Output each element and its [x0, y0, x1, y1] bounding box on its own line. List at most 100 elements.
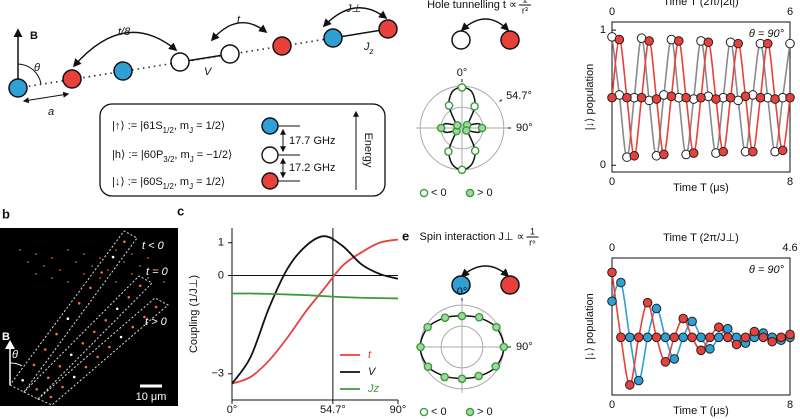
atom-spot: [147, 257, 149, 259]
y-axis-label: |↓⟩ population: [584, 64, 596, 130]
atom-spot: [111, 255, 115, 259]
atom: [378, 19, 398, 39]
y-axis-label: |↓⟩ population: [584, 293, 596, 359]
atom-spot: [127, 295, 131, 299]
energy-label: Energy: [362, 133, 374, 168]
data-point: [660, 332, 671, 343]
level-mid: , m: [174, 149, 189, 161]
data-point: [762, 38, 773, 49]
atom-spot: [100, 271, 104, 274]
flip-arrow: [322, 7, 388, 28]
data-point: [452, 120, 462, 130]
data-point: [436, 123, 446, 133]
atom-spot: [104, 318, 108, 322]
x2-axis-label: Time T (2π/|2t|): [663, 0, 738, 8]
atom: [62, 69, 82, 89]
atom-spot: [49, 395, 53, 399]
y-tick-label: 0: [218, 269, 224, 281]
angle-label: 90°: [516, 341, 533, 353]
data-point: [785, 38, 795, 49]
data-point: [660, 357, 671, 367]
data-point: [651, 332, 662, 343]
data-point: [616, 277, 626, 288]
data-point: [678, 332, 689, 343]
level-post: = −1/2⟩: [194, 149, 233, 161]
data-point: [625, 332, 635, 343]
atom: [323, 28, 343, 48]
atom-spot: [107, 269, 109, 271]
angle-label: 90°: [516, 122, 533, 134]
atom-spot: [119, 335, 123, 339]
icon-atom: [451, 30, 471, 50]
icon-atom: [500, 275, 520, 295]
atom-spot: [35, 273, 37, 275]
legend-marker: [419, 407, 429, 417]
exchange-arrow: [460, 265, 510, 278]
level-sub: J: [189, 126, 193, 135]
level-pre: |h⟩ := |60P: [112, 149, 163, 161]
data-point: [491, 362, 500, 371]
data-point: [714, 332, 724, 343]
legend-marker: [419, 188, 429, 198]
data-point: [777, 145, 788, 156]
annotation: θ = 90°: [749, 264, 785, 276]
data-point: [714, 322, 724, 333]
level-sub: J: [190, 155, 194, 164]
data-point: [440, 372, 449, 382]
tunnel-arrow: [460, 18, 510, 32]
atom-spot: [131, 253, 133, 255]
data-point: [629, 150, 640, 161]
level-sub: 1/2: [163, 182, 175, 191]
data-point: [633, 375, 644, 386]
atom-spot: [154, 305, 158, 309]
atom-spot: [51, 257, 53, 259]
level-atom: [261, 117, 279, 135]
data-point: [722, 323, 733, 334]
band: [9, 230, 138, 393]
data-point: [642, 297, 653, 308]
atom-spot: [138, 284, 142, 288]
level: |↑⟩ := |61S1/2, mJ = 1/2⟩: [112, 120, 225, 135]
atom-spot: [155, 269, 157, 271]
data-point: [440, 313, 450, 322]
atom-spot: [115, 249, 117, 251]
title-denominator: r⁶: [529, 237, 536, 247]
line: [231, 238, 399, 385]
atom-spot: [83, 253, 85, 255]
atom-spot: [55, 332, 58, 336]
icon-atom: [500, 30, 520, 50]
atom: [113, 61, 133, 81]
angle-label: 54.7°: [506, 90, 532, 102]
band-label: t = 0: [146, 266, 169, 278]
x2-tick-label: 0: [609, 6, 615, 18]
data-point: [785, 329, 795, 340]
icon-atom: [451, 275, 471, 295]
level: |↓⟩ := |60S1/2, mJ = 1/2⟩: [112, 176, 225, 191]
atom-spot: [99, 277, 101, 279]
level-sub: 1/2: [163, 126, 175, 135]
band-label: t > 0: [145, 316, 168, 328]
field-label: B: [30, 30, 38, 42]
atom-spot: [35, 253, 37, 255]
ising-label: Jz: [363, 41, 374, 56]
data-point: [733, 38, 743, 49]
atom-spot: [147, 277, 149, 279]
data-point: [457, 83, 467, 92]
data-point: [607, 267, 617, 278]
legend-label: t: [368, 349, 372, 361]
x2-tick-label: 4.6: [782, 242, 797, 254]
band-label: t < 0: [142, 240, 165, 252]
data-point: [416, 342, 425, 352]
chart-title: Spin interaction J⊥ ∝: [420, 231, 525, 243]
atom-spot: [108, 345, 111, 349]
data-point: [673, 36, 684, 46]
x-tick-label: 8: [787, 176, 793, 188]
angle-arc: [17, 63, 42, 85]
atom-spot: [19, 249, 21, 251]
atom: [220, 44, 240, 64]
angle-label: 0°: [457, 67, 468, 79]
data-point: [755, 92, 766, 103]
atom-spot: [96, 355, 99, 359]
legend-label: > 0: [477, 406, 493, 418]
